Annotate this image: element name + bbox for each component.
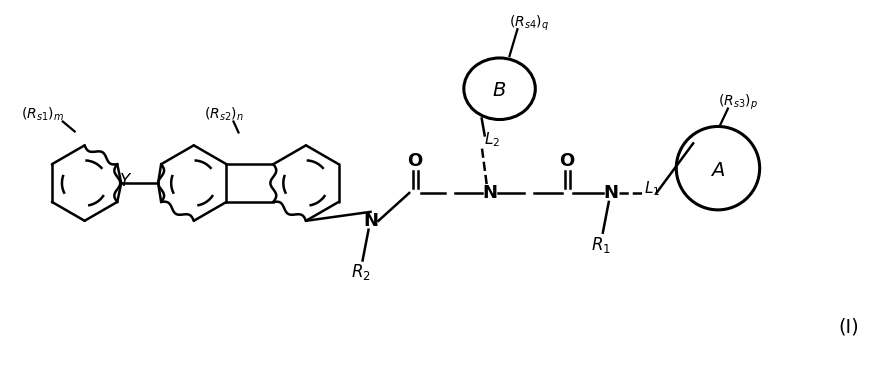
- Text: $R_1$: $R_1$: [591, 235, 611, 255]
- Text: $L_2$: $L_2$: [484, 130, 500, 149]
- Text: $L_1$: $L_1$: [644, 180, 661, 198]
- Text: $(R_{s4})_q$: $(R_{s4})_q$: [509, 13, 550, 33]
- Text: $(R_{s3})_p$: $(R_{s3})_p$: [718, 93, 758, 112]
- Text: $(R_{s1})_m$: $(R_{s1})_m$: [21, 106, 64, 123]
- Text: $R_2$: $R_2$: [351, 262, 371, 282]
- Text: O: O: [559, 152, 574, 170]
- Text: N: N: [363, 212, 378, 230]
- Text: Y: Y: [120, 172, 130, 190]
- Text: B: B: [492, 81, 507, 100]
- Text: O: O: [408, 152, 423, 170]
- Text: (I): (I): [839, 318, 859, 337]
- Text: N: N: [603, 184, 618, 202]
- Text: $(R_{s2})_n$: $(R_{s2})_n$: [204, 106, 243, 123]
- Text: A: A: [711, 160, 725, 180]
- Text: N: N: [482, 184, 497, 202]
